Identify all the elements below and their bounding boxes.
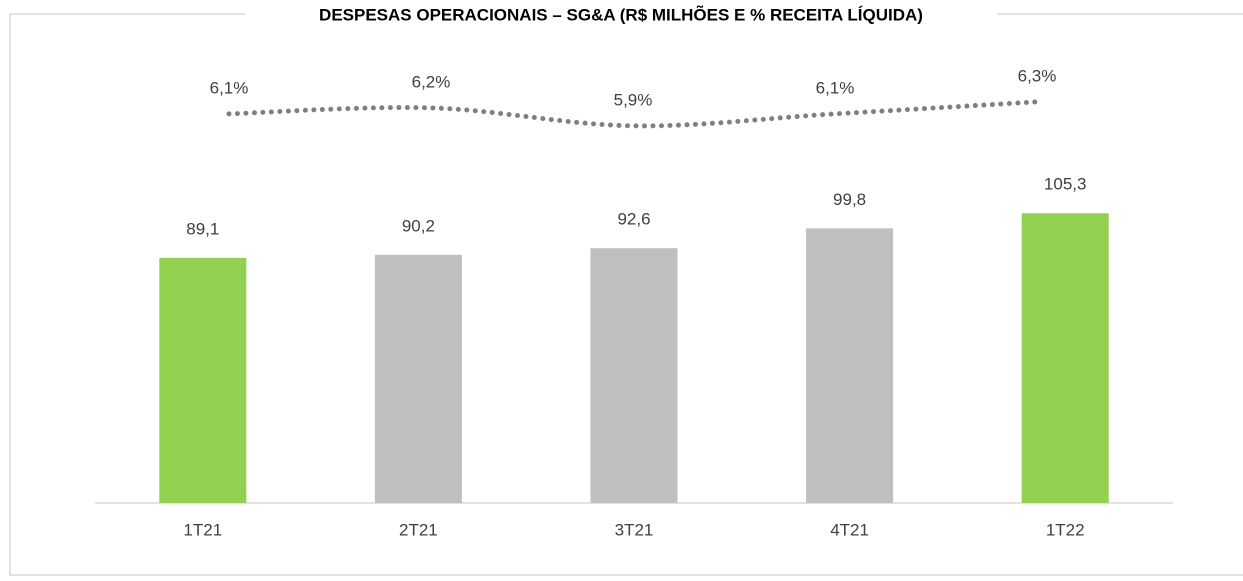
data-label: 105,3	[1044, 175, 1087, 194]
bar	[1021, 213, 1109, 504]
line-label: 6,1%	[816, 78, 855, 97]
x-tick-label: 1T22	[1046, 520, 1085, 539]
bar	[374, 254, 462, 503]
bar	[590, 248, 678, 503]
data-label: 90,2	[402, 216, 435, 235]
data-label: 89,1	[186, 219, 219, 238]
data-label: 92,6	[617, 210, 650, 229]
x-tick-label: 1T21	[183, 520, 222, 539]
line-label: 6,2%	[412, 72, 451, 91]
x-tick-label: 3T21	[615, 520, 654, 539]
line-label: 6,3%	[1018, 66, 1057, 85]
line-label: 6,1%	[210, 78, 249, 97]
line-label: 5,9%	[614, 90, 653, 109]
x-tick-label: 4T21	[830, 520, 869, 539]
data-label: 99,8	[833, 190, 866, 209]
title-background	[245, 4, 997, 26]
bar	[806, 228, 894, 504]
bar	[159, 257, 247, 503]
x-tick-label: 2T21	[399, 520, 438, 539]
chart-title: DESPESAS OPERACIONAIS – SG&A (R$ MILHÕES…	[319, 4, 923, 24]
